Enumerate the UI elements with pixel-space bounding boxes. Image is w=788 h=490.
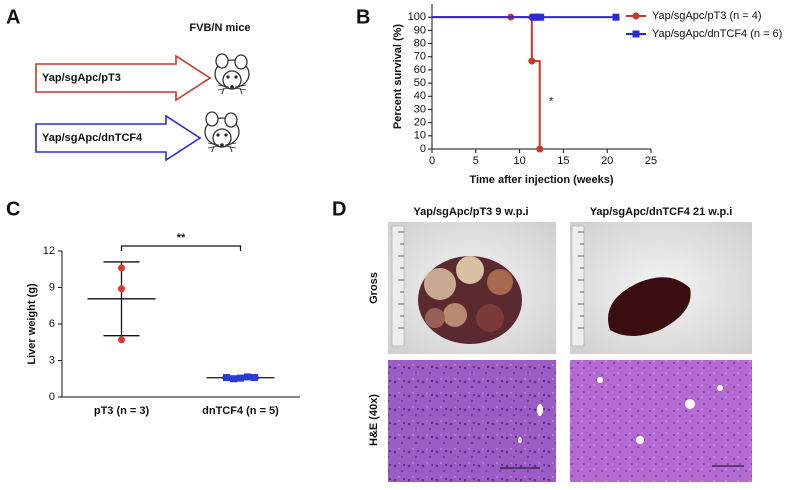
panel-label: C [6,198,20,220]
survival-line [432,16,541,149]
panel-label: B [356,6,370,28]
y-tick-label: 0 [420,143,426,155]
marker [223,374,230,382]
marker [244,373,251,381]
marker [118,336,125,344]
y-tick-label: 100 [408,11,426,23]
annotation: * [549,95,554,107]
y-tick-label: 9 [49,281,55,293]
x-tick-label: 10 [513,155,525,167]
gross-photo [388,222,556,354]
mouse-icon [204,111,240,153]
marker [528,57,536,65]
significance-label: ** [177,232,186,244]
row-header: Gross [368,272,380,304]
mice-title: FVB/N mice [189,22,250,34]
x-tick-label: 25 [645,155,657,167]
panel-label: D [332,198,346,220]
y-tick-label: 12 [43,245,55,257]
column-header: Yap/sgApc/pT3 9 w.p.i [413,206,528,218]
row-header: H&E (40x) [368,394,380,446]
y-axis-label: Percent survival (%) [392,24,404,129]
y-tick-label: 0 [49,391,55,403]
marker [118,264,125,272]
arrow-label: Yap/sgApc/pT3 [42,72,121,84]
marker [537,13,545,21]
marker [632,30,640,38]
y-tick-label: 40 [414,90,426,102]
x-tick-label: 5 [473,155,479,167]
legend-label: Yap/sgApc/dnTCF4 (n = 6) [652,28,782,40]
x-axis-label: Time after injection (weeks) [469,174,613,186]
y-tick-label: 30 [414,103,426,115]
y-tick-label: 60 [414,64,426,76]
x-tick-label: 0 [429,155,435,167]
y-tick-label: 70 [414,51,426,63]
panel-label: A [6,6,20,28]
x-tick-label: pT3 (n = 3) [94,405,150,417]
gross-photo [570,222,752,354]
marker [118,285,125,293]
error-bar [103,261,140,337]
y-tick-label: 90 [414,24,426,36]
y-axis-label: Liver weight (g) [26,283,38,365]
marker [632,12,640,20]
x-tick-label: 15 [557,155,569,167]
x-tick-label: 20 [601,155,613,167]
he-image [388,360,556,482]
arrow [35,54,212,102]
y-tick-label: 50 [414,77,426,89]
marker [251,374,258,382]
y-tick-label: 80 [414,37,426,49]
y-tick-label: 10 [414,130,426,142]
marker [612,13,620,21]
significance-bar [120,245,242,251]
he-image [570,360,752,482]
x-tick-label: dnTCF4 (n = 5) [202,405,279,417]
y-tick-label: 3 [49,354,55,366]
arrow [35,114,202,162]
y-tick-label: 6 [49,318,55,330]
marker [533,13,541,21]
marker [237,374,244,382]
arrow-label: Yap/sgApc/dnTCF4 [42,132,143,144]
marker [536,145,544,153]
column-header: Yap/sgApc/dnTCF4 21 w.p.i [590,206,733,218]
legend-label: Yap/sgApc/pT3 (n = 4) [652,10,762,22]
marker [530,13,538,21]
mouse-icon [214,53,250,95]
marker [230,375,237,383]
y-tick-label: 20 [414,117,426,129]
